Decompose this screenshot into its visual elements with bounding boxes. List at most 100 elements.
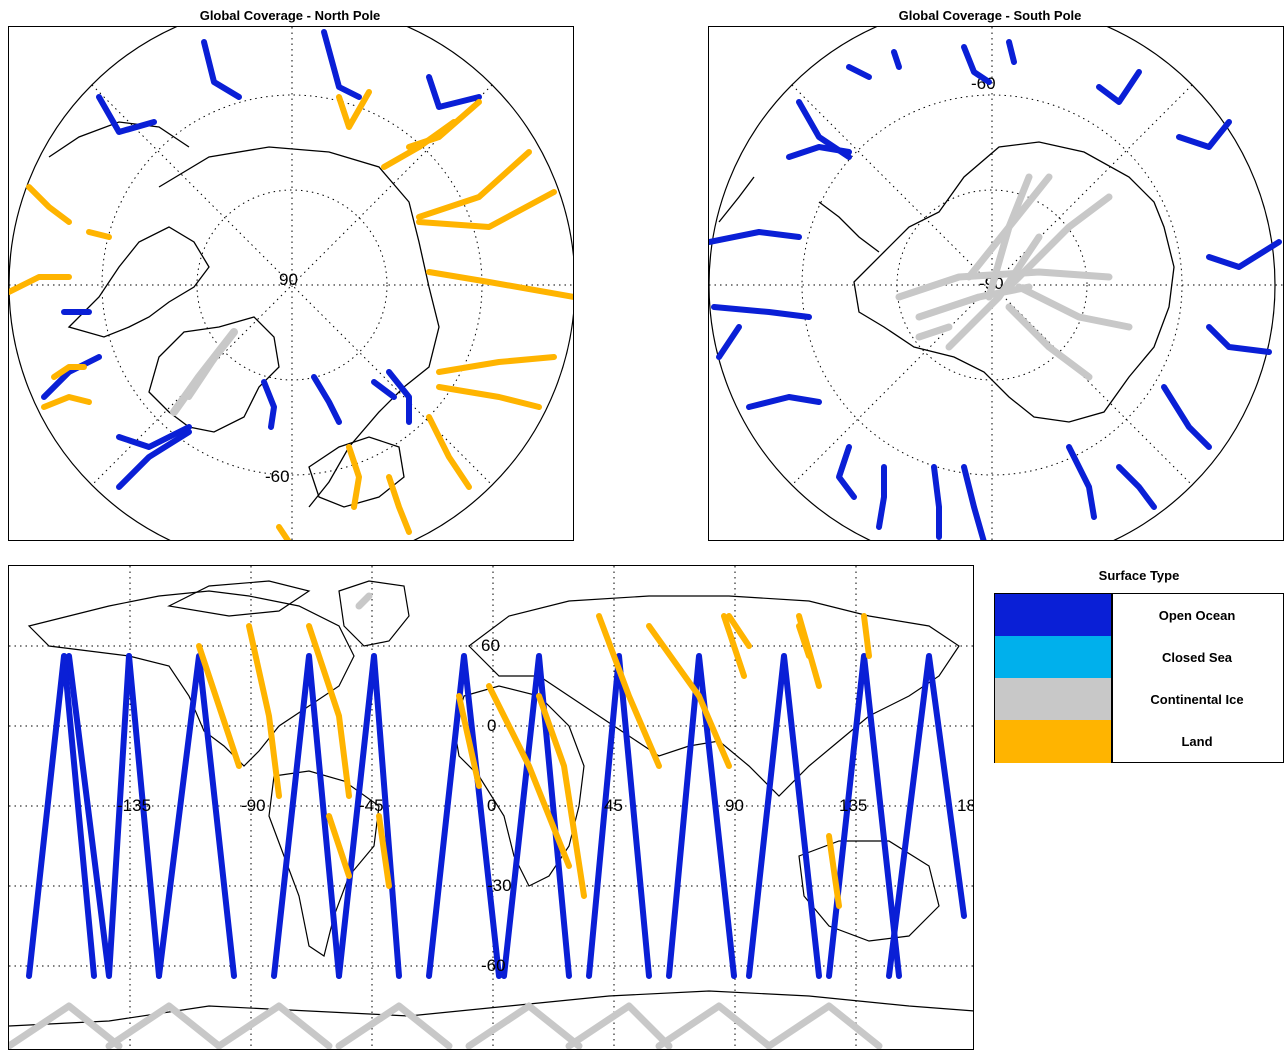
legend-row-closed-sea: Closed Sea [995, 636, 1283, 679]
legend-row-open-ocean: Open Ocean [995, 594, 1283, 637]
north-coast-europe [308, 436, 405, 508]
lat-label-0: 0 [487, 716, 496, 735]
world-coast-greenland [338, 580, 410, 647]
world-map: -135 -90 -45 0 45 90 135 180 60 0 -30 -6… [8, 565, 974, 1050]
north-track-0 [96, 94, 157, 135]
south-track-7 [876, 464, 887, 530]
south-meridians [709, 27, 1283, 540]
world-track-land-7 [536, 693, 587, 899]
north-track-12 [426, 414, 472, 490]
world-track-land-6 [486, 683, 572, 869]
north-track-13 [386, 369, 412, 425]
legend-swatch-closed-sea [995, 636, 1111, 679]
world-track-ice-0 [9, 1002, 123, 1049]
lat-label-minus60: -60 [481, 956, 506, 975]
north-coast-alaska [48, 121, 190, 158]
world-track-ocean-1 [66, 653, 132, 979]
south-track-14 [1206, 239, 1282, 270]
north-track-21 [51, 364, 87, 380]
north-track-15 [311, 374, 342, 425]
world-track-ocean-9 [666, 653, 737, 979]
world-track-ocean-4 [271, 653, 342, 979]
lon-label-minus90: -90 [241, 796, 266, 815]
south-track-6 [836, 444, 857, 500]
north-track-4 [426, 74, 482, 110]
world-track-ice-2 [215, 1002, 333, 1049]
north-track-17 [116, 424, 192, 450]
world-track-ice-5 [565, 1002, 673, 1049]
lon-label-180: 180 [957, 796, 974, 815]
south-track-18 [961, 44, 992, 85]
legend-label-land: Land [1181, 734, 1213, 749]
world-coast-eurasia [468, 595, 960, 797]
south-track-19 [846, 64, 872, 80]
north-coast-greenland [148, 316, 280, 433]
lon-label-minus135: -135 [117, 796, 151, 815]
world-track-ice-7 [765, 1002, 883, 1049]
world-track-land-13 [826, 833, 842, 909]
world-track-land-10 [721, 613, 747, 679]
south-coast-antarctica [853, 141, 1175, 423]
south-track-10 [1066, 444, 1097, 520]
lat-label-60: 60 [481, 636, 500, 655]
legend-swatch-continental-ice [995, 678, 1111, 721]
south-coast-southamerica [718, 176, 755, 223]
south-track-ice-1 [915, 283, 1033, 321]
north-track-19 [41, 354, 102, 400]
north-track-8 [416, 189, 557, 230]
world-coast-africa [453, 685, 585, 887]
world-track-ice-4 [465, 1002, 583, 1049]
south-track-ice-7 [965, 173, 1053, 281]
legend-box: Open Ocean Closed Sea Continental Ice La… [994, 593, 1284, 763]
north-pole-svg: 90 -60 [9, 27, 573, 540]
south-track-9 [961, 464, 987, 540]
north-track-ice-1 [186, 334, 232, 400]
south-track-12 [1161, 384, 1212, 450]
north-coast-eurasia [158, 146, 440, 508]
north-label-90: 90 [279, 270, 298, 289]
north-track-6 [381, 119, 457, 170]
north-pole-map: 90 -60 [8, 26, 574, 541]
north-track-3 [336, 89, 372, 130]
south-track-5 [746, 394, 822, 410]
north-track-14 [371, 379, 397, 400]
north-meridians [9, 27, 573, 540]
legend-row-continental-ice: Continental Ice [995, 678, 1283, 721]
north-track-20 [41, 394, 92, 410]
north-track-28 [276, 524, 292, 540]
north-track-23 [26, 184, 72, 225]
world-track-ocean-10 [746, 653, 822, 979]
south-track-20 [891, 49, 902, 70]
south-track-16 [1096, 69, 1142, 105]
world-orbit-tracks [9, 592, 967, 1049]
south-track-ice-4 [1005, 193, 1113, 291]
world-track-ocean-0 [26, 653, 97, 979]
world-track-ocean-3 [156, 653, 237, 979]
world-coast-north-america [27, 590, 355, 767]
world-track-land-0 [196, 643, 242, 769]
world-track-ocean-8 [586, 653, 652, 979]
lon-label-0: 0 [487, 796, 496, 815]
north-track-18 [116, 429, 192, 490]
south-track-4 [716, 324, 742, 360]
north-track-9 [426, 269, 573, 300]
world-track-land-15 [796, 623, 812, 659]
lon-label-90: 90 [725, 796, 744, 815]
legend-label-open-ocean: Open Ocean [1158, 608, 1236, 623]
world-track-ice-8 [355, 592, 373, 610]
world-track-land-14 [726, 613, 752, 649]
south-track-11 [1116, 464, 1157, 510]
world-track-ocean-5 [336, 653, 402, 979]
legend-title: Surface Type [1098, 568, 1180, 583]
south-pole-map: -60 -90 [708, 26, 1284, 541]
south-track-15 [1176, 119, 1232, 150]
lon-label-minus45: -45 [359, 796, 384, 815]
world-track-ocean-7 [501, 653, 572, 979]
legend-row-land: Land [995, 720, 1283, 763]
north-coast-canada [67, 226, 210, 338]
south-orbit-tracks [709, 39, 1282, 540]
north-track-26 [346, 444, 362, 510]
world-coast-arctic-islands [167, 580, 311, 617]
south-track-ice-6 [1005, 303, 1093, 381]
legend-swatch-land [995, 720, 1111, 763]
